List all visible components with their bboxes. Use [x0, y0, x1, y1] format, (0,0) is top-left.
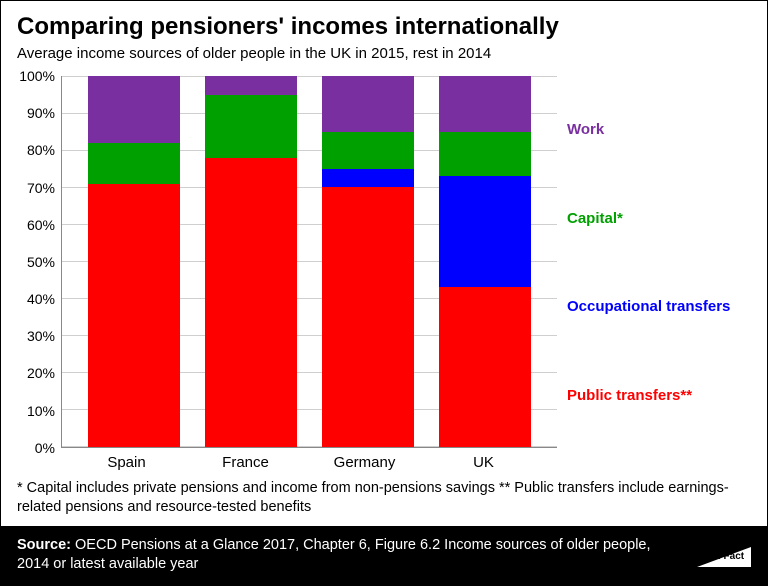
plot-row: 0%10%20%30%40%50%60%70%80%90%100%	[17, 76, 557, 448]
legend: Work Capital* Occupational transfers Public…	[557, 76, 751, 471]
x-tick-label: UK	[438, 454, 530, 471]
x-tick-label: France	[200, 454, 292, 471]
bar-segment-public-transfers	[88, 184, 180, 447]
source-body: OECD Pensions at a Glance 2017, Chapter …	[17, 537, 651, 573]
bar-group	[322, 76, 414, 447]
footnote: * Capital includes private pensions and …	[1, 475, 767, 526]
bar-segment-work	[205, 76, 297, 95]
legend-item-public-transfers: Public transfers**	[567, 387, 751, 406]
chart-area: 0%10%20%30%40%50%60%70%80%90%100% Spain F…	[1, 66, 767, 475]
source-bar: Source: OECD Pensions at a Glance 2017, …	[1, 526, 767, 585]
chart-header: Comparing pensioners' incomes internatio…	[1, 1, 767, 66]
legend-item-capital: Capital*	[567, 210, 751, 229]
bar-group	[439, 76, 531, 447]
source-label: Source:	[17, 537, 71, 553]
chart-subtitle: Average income sources of older people i…	[17, 45, 751, 62]
bars-container	[62, 76, 557, 447]
x-tick-label: Germany	[319, 454, 411, 471]
x-axis: Spain France Germany UK	[17, 448, 557, 471]
bar-segment-occupational-transfers	[322, 169, 414, 188]
source-text: Source: OECD Pensions at a Glance 2017, …	[17, 536, 697, 575]
legend-item-work: Work	[567, 121, 751, 140]
bar-segment-public-transfers	[205, 158, 297, 447]
bar-segment-public-transfers	[322, 187, 414, 447]
bar-segment-capital	[439, 132, 531, 176]
svg-text:Full Fact: Full Fact	[703, 551, 745, 562]
bar-group	[88, 76, 180, 447]
y-axis: 0%10%20%30%40%50%60%70%80%90%100%	[17, 76, 61, 448]
bar-segment-capital	[205, 95, 297, 158]
x-tick-label: Spain	[81, 454, 173, 471]
bar-segment-capital	[88, 143, 180, 184]
bar-segment-work	[88, 76, 180, 143]
chart-title: Comparing pensioners' incomes internatio…	[17, 13, 751, 41]
fullfact-logo: Full Fact	[697, 537, 751, 574]
bar-segment-work	[439, 76, 531, 132]
plot-column: 0%10%20%30%40%50%60%70%80%90%100% Spain F…	[17, 76, 557, 471]
plot-area	[61, 76, 557, 448]
bar-segment-public-transfers	[439, 287, 531, 446]
bar-segment-capital	[322, 132, 414, 169]
bar-segment-work	[322, 76, 414, 132]
legend-item-occupational-transfers: Occupational transfers	[567, 298, 751, 317]
bar-segment-occupational-transfers	[439, 176, 531, 287]
bar-group	[205, 76, 297, 447]
